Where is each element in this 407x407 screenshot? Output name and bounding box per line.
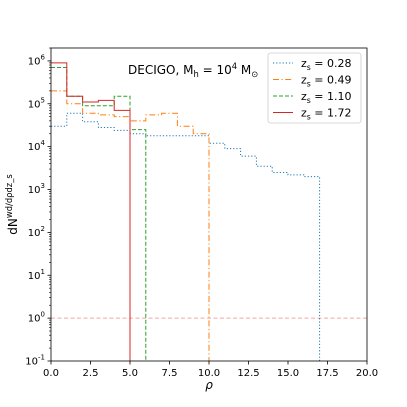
- legend-label: zs​ = 0.49: [301, 74, 352, 89]
- chart-annotation: DECIGO, Mh​ = 104​ M⊙​: [128, 61, 258, 79]
- legend-label: zs​ = 1.72: [301, 107, 352, 122]
- x-tick-label: 20.0: [356, 368, 378, 379]
- y-tick-label: 102: [28, 225, 45, 239]
- series-line-1: [51, 112, 321, 361]
- y-tick-label: 103: [28, 182, 45, 196]
- y-tick-label: 106: [28, 53, 46, 67]
- x-tick-label: 7.5: [162, 368, 178, 379]
- y-axis-label: dNwd/dρdz_s​: [4, 174, 20, 234]
- y-tick-label: 101: [28, 268, 45, 282]
- series-layer: [51, 62, 321, 361]
- x-tick-label: 10.0: [198, 368, 220, 379]
- y-tick-label: 104: [28, 139, 46, 153]
- x-tick-label: 2.5: [83, 368, 99, 379]
- x-tick-label: 17.5: [316, 368, 338, 379]
- x-tick-label: 5.0: [122, 368, 138, 379]
- legend-box: [267, 52, 362, 124]
- legend-label: zs​ = 0.28: [301, 57, 352, 72]
- y-axis: 10-1 100 101 102 103 104 105 106: [25, 47, 51, 368]
- legend-label: zs​ = 1.10: [301, 90, 352, 105]
- x-tick-label: 15.0: [277, 368, 299, 379]
- y-tick-label: 10-1: [25, 354, 45, 368]
- series-line-3: [51, 67, 147, 361]
- series-line-2: [51, 90, 210, 361]
- x-axis: 0.0 2.5 5.0 7.5 10.0 12.5 15.0 17.5 20.0: [43, 361, 378, 379]
- x-tick-label: 12.5: [237, 368, 259, 379]
- series-line-4: [51, 62, 131, 361]
- y-tick-label: 105: [28, 96, 45, 110]
- x-tick-label: 0.0: [43, 368, 59, 379]
- x-axis-label: ρ: [205, 378, 213, 392]
- y-tick-label: 100: [28, 311, 45, 325]
